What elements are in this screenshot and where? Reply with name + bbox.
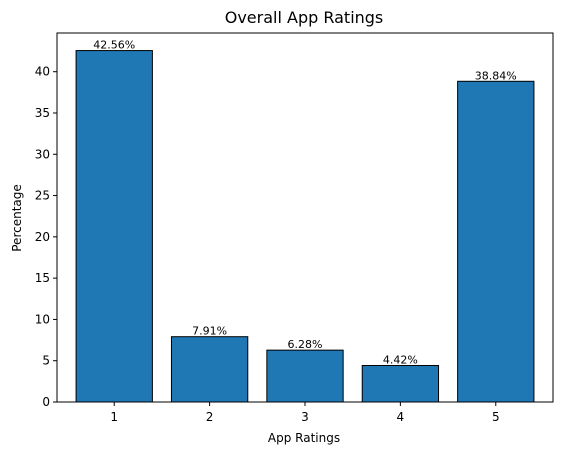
y-tick-label: 30 [35,147,50,161]
bar-5 [457,80,535,403]
y-tick-label: 10 [35,312,50,326]
axes-frame [56,32,554,403]
y-tick-label: 0 [42,395,50,409]
x-tick-label: 1 [110,410,118,424]
chart-title: Overall App Ratings [225,8,384,27]
bar-1 [75,50,153,403]
y-tick-label: 15 [35,271,50,285]
y-tick-label: 5 [42,354,50,368]
y-tick-label: 25 [35,189,50,203]
data-label-5: 38.84% [475,69,517,82]
y-axis-label: Percentage [10,184,24,252]
y-tick-label: 20 [35,230,50,244]
x-tick-label: 5 [492,410,500,424]
data-label-4: 4.42% [383,354,418,367]
plot-area: 42.56%7.91%6.28%4.42%38.84%0510152025303… [35,32,554,424]
y-tick-label: 35 [35,106,50,120]
bar-3 [266,349,344,403]
x-axis-label: App Ratings [268,431,340,445]
x-tick-label: 2 [206,410,214,424]
data-label-2: 7.91% [192,325,227,338]
data-label-3: 6.28% [288,338,323,351]
data-label-1: 42.56% [93,39,135,52]
bar-4 [361,365,440,403]
bar-2 [170,336,249,403]
x-tick-label: 4 [397,410,405,424]
x-tick-label: 3 [301,410,309,424]
y-tick-label: 40 [35,65,50,79]
